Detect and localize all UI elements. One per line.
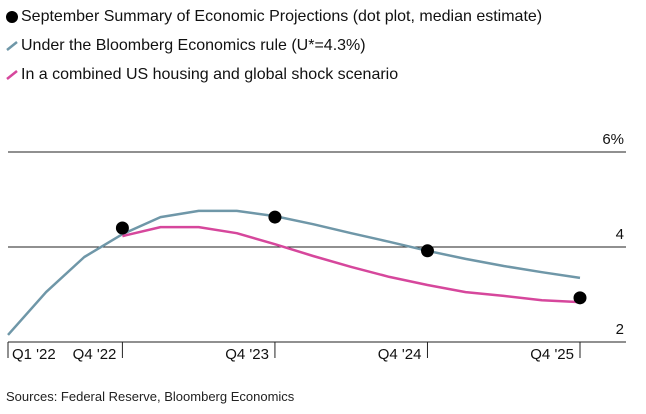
legend-swatch <box>6 41 18 51</box>
legend-label: In a combined US housing and global shoc… <box>21 66 398 83</box>
y-tick-label: 4 <box>616 226 624 243</box>
source-note: Sources: Federal Reserve, Bloomberg Econ… <box>6 389 295 404</box>
x-tick-label: Q4 '23 <box>225 346 269 363</box>
x-tick-label: Q4 '22 <box>73 346 117 363</box>
data-dot <box>268 210 282 224</box>
legend-swatch <box>6 70 18 80</box>
legend-label: September Summary of Economic Projection… <box>21 8 542 25</box>
data-dot <box>573 291 587 305</box>
x-tick-label: Q4 '25 <box>530 346 574 363</box>
y-tick-label: 6% <box>602 131 624 148</box>
x-tick-label: Q1 '22 <box>12 346 56 363</box>
x-tick-label: Q4 '24 <box>378 346 422 363</box>
y-tick-label: 2 <box>616 321 624 338</box>
series-line <box>122 225 581 304</box>
legend-dot <box>6 11 18 23</box>
legend-label: Under the Bloomberg Economics rule (U*=4… <box>21 37 366 54</box>
series-line <box>7 209 581 336</box>
data-dot <box>420 244 434 258</box>
data-dot <box>115 221 129 235</box>
